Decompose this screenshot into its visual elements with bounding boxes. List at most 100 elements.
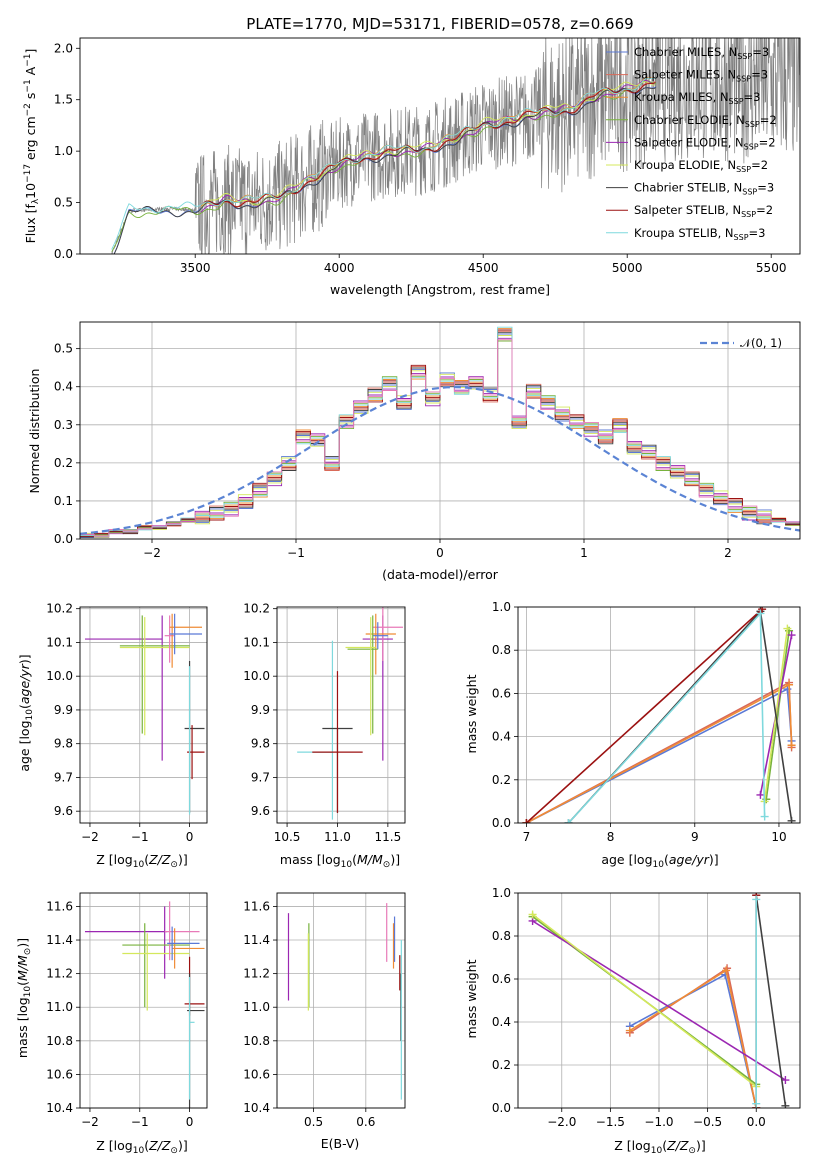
x-tick-label: 10.5 <box>274 830 301 844</box>
legend-label: Chabrier STELIB, N <box>634 181 742 195</box>
legend-entry-5: Kroupa ELODIE, NSSP=2 <box>634 158 768 174</box>
y-tick-label: 9.9 <box>251 703 270 717</box>
weight-marker-2 <box>785 680 794 689</box>
axes-frame: −2.0 −1.5 −1.0 −0.5 0.0 0.0 0.2 0.4 0.6 0.8 1.0 <box>492 886 801 1129</box>
x-tick-label: 5500 <box>756 261 787 275</box>
x-tick-label: −1.0 <box>644 1115 673 1129</box>
y-tick-label: 1.0 <box>54 144 73 158</box>
x-tick-label: 4000 <box>324 261 355 275</box>
axes-frame: 0.5 0.6 10.4 10.6 10.8 11.0 11.2 11.4 11.6 <box>243 892 406 1129</box>
legend-label: Kroupa STELIB, N <box>634 226 734 240</box>
weight-marker-6 <box>787 816 796 823</box>
gaussian-legend-label: 𝒩(0, 1) <box>740 336 782 350</box>
y-tick-label: 0.4 <box>492 730 511 744</box>
legend-suffix: =3 <box>751 68 768 82</box>
y-tick-label: 0.4 <box>492 1015 511 1029</box>
y-tick-label: 0.0 <box>492 1101 511 1115</box>
legend-entry-2: Kroupa MILES, NSSP=3 <box>634 90 760 106</box>
y-tick-label: 10.8 <box>243 1034 270 1048</box>
weight-marker-8 <box>752 895 761 904</box>
y-tick-label: 9.8 <box>251 737 270 751</box>
x-tick-label: −1 <box>287 546 305 560</box>
legend-suffix: =3 <box>749 226 766 240</box>
mass-weight-metallicity-ylabel: mass weight <box>464 959 479 1038</box>
plot-area <box>522 607 796 823</box>
legend-suffix: =2 <box>751 158 768 172</box>
legend-suffix: =2 <box>760 113 777 127</box>
age-vs-mass-xlabel: mass [log10(M/M⊙)] <box>280 852 400 870</box>
weight-line-7 <box>525 608 763 823</box>
residuals-panel: −2 −1 0 1 2 0.0 0.1 0.2 0.3 0.4 0.5 𝒩(0, 1) <box>54 321 801 560</box>
legend-entry-3: Chabrier ELODIE, NSSP=2 <box>634 113 777 129</box>
y-tick-label: 10.2 <box>243 602 270 616</box>
weight-marker-4 <box>756 790 765 799</box>
y-tick-label: 9.8 <box>54 737 73 751</box>
model-spectrum-8 <box>111 77 657 250</box>
plot-area <box>287 903 402 1100</box>
y-tick-label: 10.0 <box>243 669 270 683</box>
model-spectrum-6 <box>113 87 657 254</box>
y-tick-label: 0.0 <box>54 247 73 261</box>
y-tick-label: 0.5 <box>54 196 73 210</box>
y-tick-label: 9.6 <box>251 804 270 818</box>
x-tick-label: 0 <box>436 546 444 560</box>
weight-marker-7 <box>522 819 531 823</box>
axes-border <box>517 892 801 1109</box>
axes-frame: −2 −1 0 9.6 9.7 9.8 9.9 10.0 10.1 10.2 <box>46 602 208 844</box>
y-tick-label: 9.6 <box>54 804 73 818</box>
x-tick-label: 7 <box>523 830 531 844</box>
legend-label: Chabrier ELODIE, N <box>634 113 745 127</box>
x-tick-label: −2.0 <box>547 1115 576 1129</box>
x-tick-label: −2 <box>143 546 161 560</box>
weight-marker-5 <box>783 624 792 633</box>
legend-subscript: SSP <box>741 210 756 219</box>
y-tick-label: 0.6 <box>492 686 511 700</box>
legend-subscript: SSP <box>745 120 760 129</box>
weight-marker-6 <box>781 1101 790 1108</box>
mass-weight-vs-metallicity-panel: −2.0 −1.5 −1.0 −0.5 0.0 0.0 0.2 0.4 0.6 0.8 1.0 <box>492 886 801 1129</box>
y-tick-label: 11.6 <box>243 899 270 913</box>
y-tick-label: 0.6 <box>492 972 511 986</box>
x-tick-label: 3500 <box>180 261 211 275</box>
weight-marker-8 <box>564 819 573 823</box>
weight-marker-2 <box>625 1026 634 1035</box>
y-tick-label: 1.0 <box>492 886 511 900</box>
mass-weight-age-ylabel: mass weight <box>464 674 479 753</box>
legend-subscript: SSP <box>736 165 751 174</box>
legend-suffix: =3 <box>757 181 774 195</box>
axes-border <box>79 37 801 255</box>
spectrum-ylabel: Flux [fλ10−17 erg cm−2 s−1 A−1] <box>23 49 41 244</box>
legend-label: Chabrier MILES, N <box>634 45 737 59</box>
y-tick-label: 11.4 <box>46 933 73 947</box>
legend-subscript: SSP <box>734 233 749 242</box>
y-tick-label: 9.7 <box>251 770 270 784</box>
x-tick-label: −1.5 <box>596 1115 625 1129</box>
weight-marker-7 <box>758 607 767 614</box>
x-tick-label: −1 <box>131 830 149 844</box>
spectrum-xlabel: wavelength [Angstrom, rest frame] <box>330 282 550 297</box>
weight-line-6 <box>755 894 787 1106</box>
axes-border <box>79 606 208 824</box>
legend-label: Salpeter MILES, N <box>634 68 736 82</box>
weight-marker-2 <box>787 741 796 750</box>
y-tick-label: 1.5 <box>54 93 73 107</box>
axes-border <box>517 606 801 824</box>
legend-suffix: =2 <box>756 203 773 217</box>
legend-label: Salpeter STELIB, N <box>634 203 741 217</box>
weight-marker-8 <box>760 812 769 821</box>
weight-line-3 <box>765 630 790 800</box>
y-tick-label: 10.2 <box>46 602 73 616</box>
legend-label: Kroupa ELODIE, N <box>634 158 736 172</box>
axes-frame: −2 −1 0 1 2 0.0 0.1 0.2 0.3 0.4 0.5 𝒩(0, 1) <box>54 321 801 560</box>
legend-entry-1: Salpeter MILES, NSSP=3 <box>634 68 768 84</box>
weight-line-5 <box>532 913 757 1088</box>
y-tick-label: 0.3 <box>54 418 73 432</box>
y-tick-label: 10.1 <box>243 635 270 649</box>
y-tick-label: 1.0 <box>492 600 511 614</box>
y-tick-label: 10.6 <box>243 1067 270 1081</box>
gaussian-curve <box>80 385 800 535</box>
x-tick-label: 11.5 <box>375 830 402 844</box>
legend-entry-0: Chabrier MILES, NSSP=3 <box>634 45 769 61</box>
y-tick-label: 11.2 <box>243 967 270 981</box>
